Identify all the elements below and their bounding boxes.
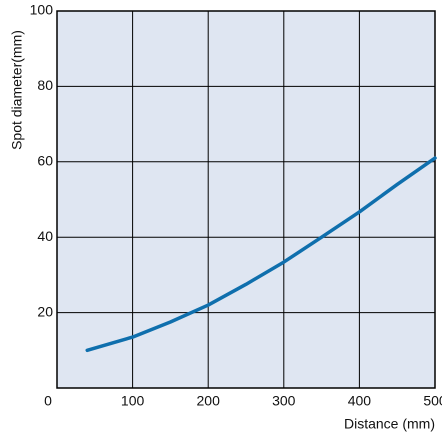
x-tick-label: 500 xyxy=(423,393,442,409)
data-line xyxy=(85,156,437,353)
x-tick-label: 100 xyxy=(121,393,145,409)
y-axis-label: Spot diameter(mm) xyxy=(9,30,25,150)
plot-area xyxy=(57,11,435,388)
y-tick-label: 60 xyxy=(37,153,53,169)
x-tick-label: 0 xyxy=(44,393,52,409)
y-tick-label: 80 xyxy=(37,77,53,93)
y-tick-label: 100 xyxy=(30,2,54,18)
y-tick-label: 20 xyxy=(37,303,53,319)
x-axis-label: Distance (mm) xyxy=(344,416,435,432)
plot-border xyxy=(56,10,436,389)
x-tick-label: 400 xyxy=(348,393,372,409)
x-tick-label: 300 xyxy=(272,393,296,409)
y-tick-label: 40 xyxy=(37,228,53,244)
x-tick-label: 200 xyxy=(197,393,221,409)
